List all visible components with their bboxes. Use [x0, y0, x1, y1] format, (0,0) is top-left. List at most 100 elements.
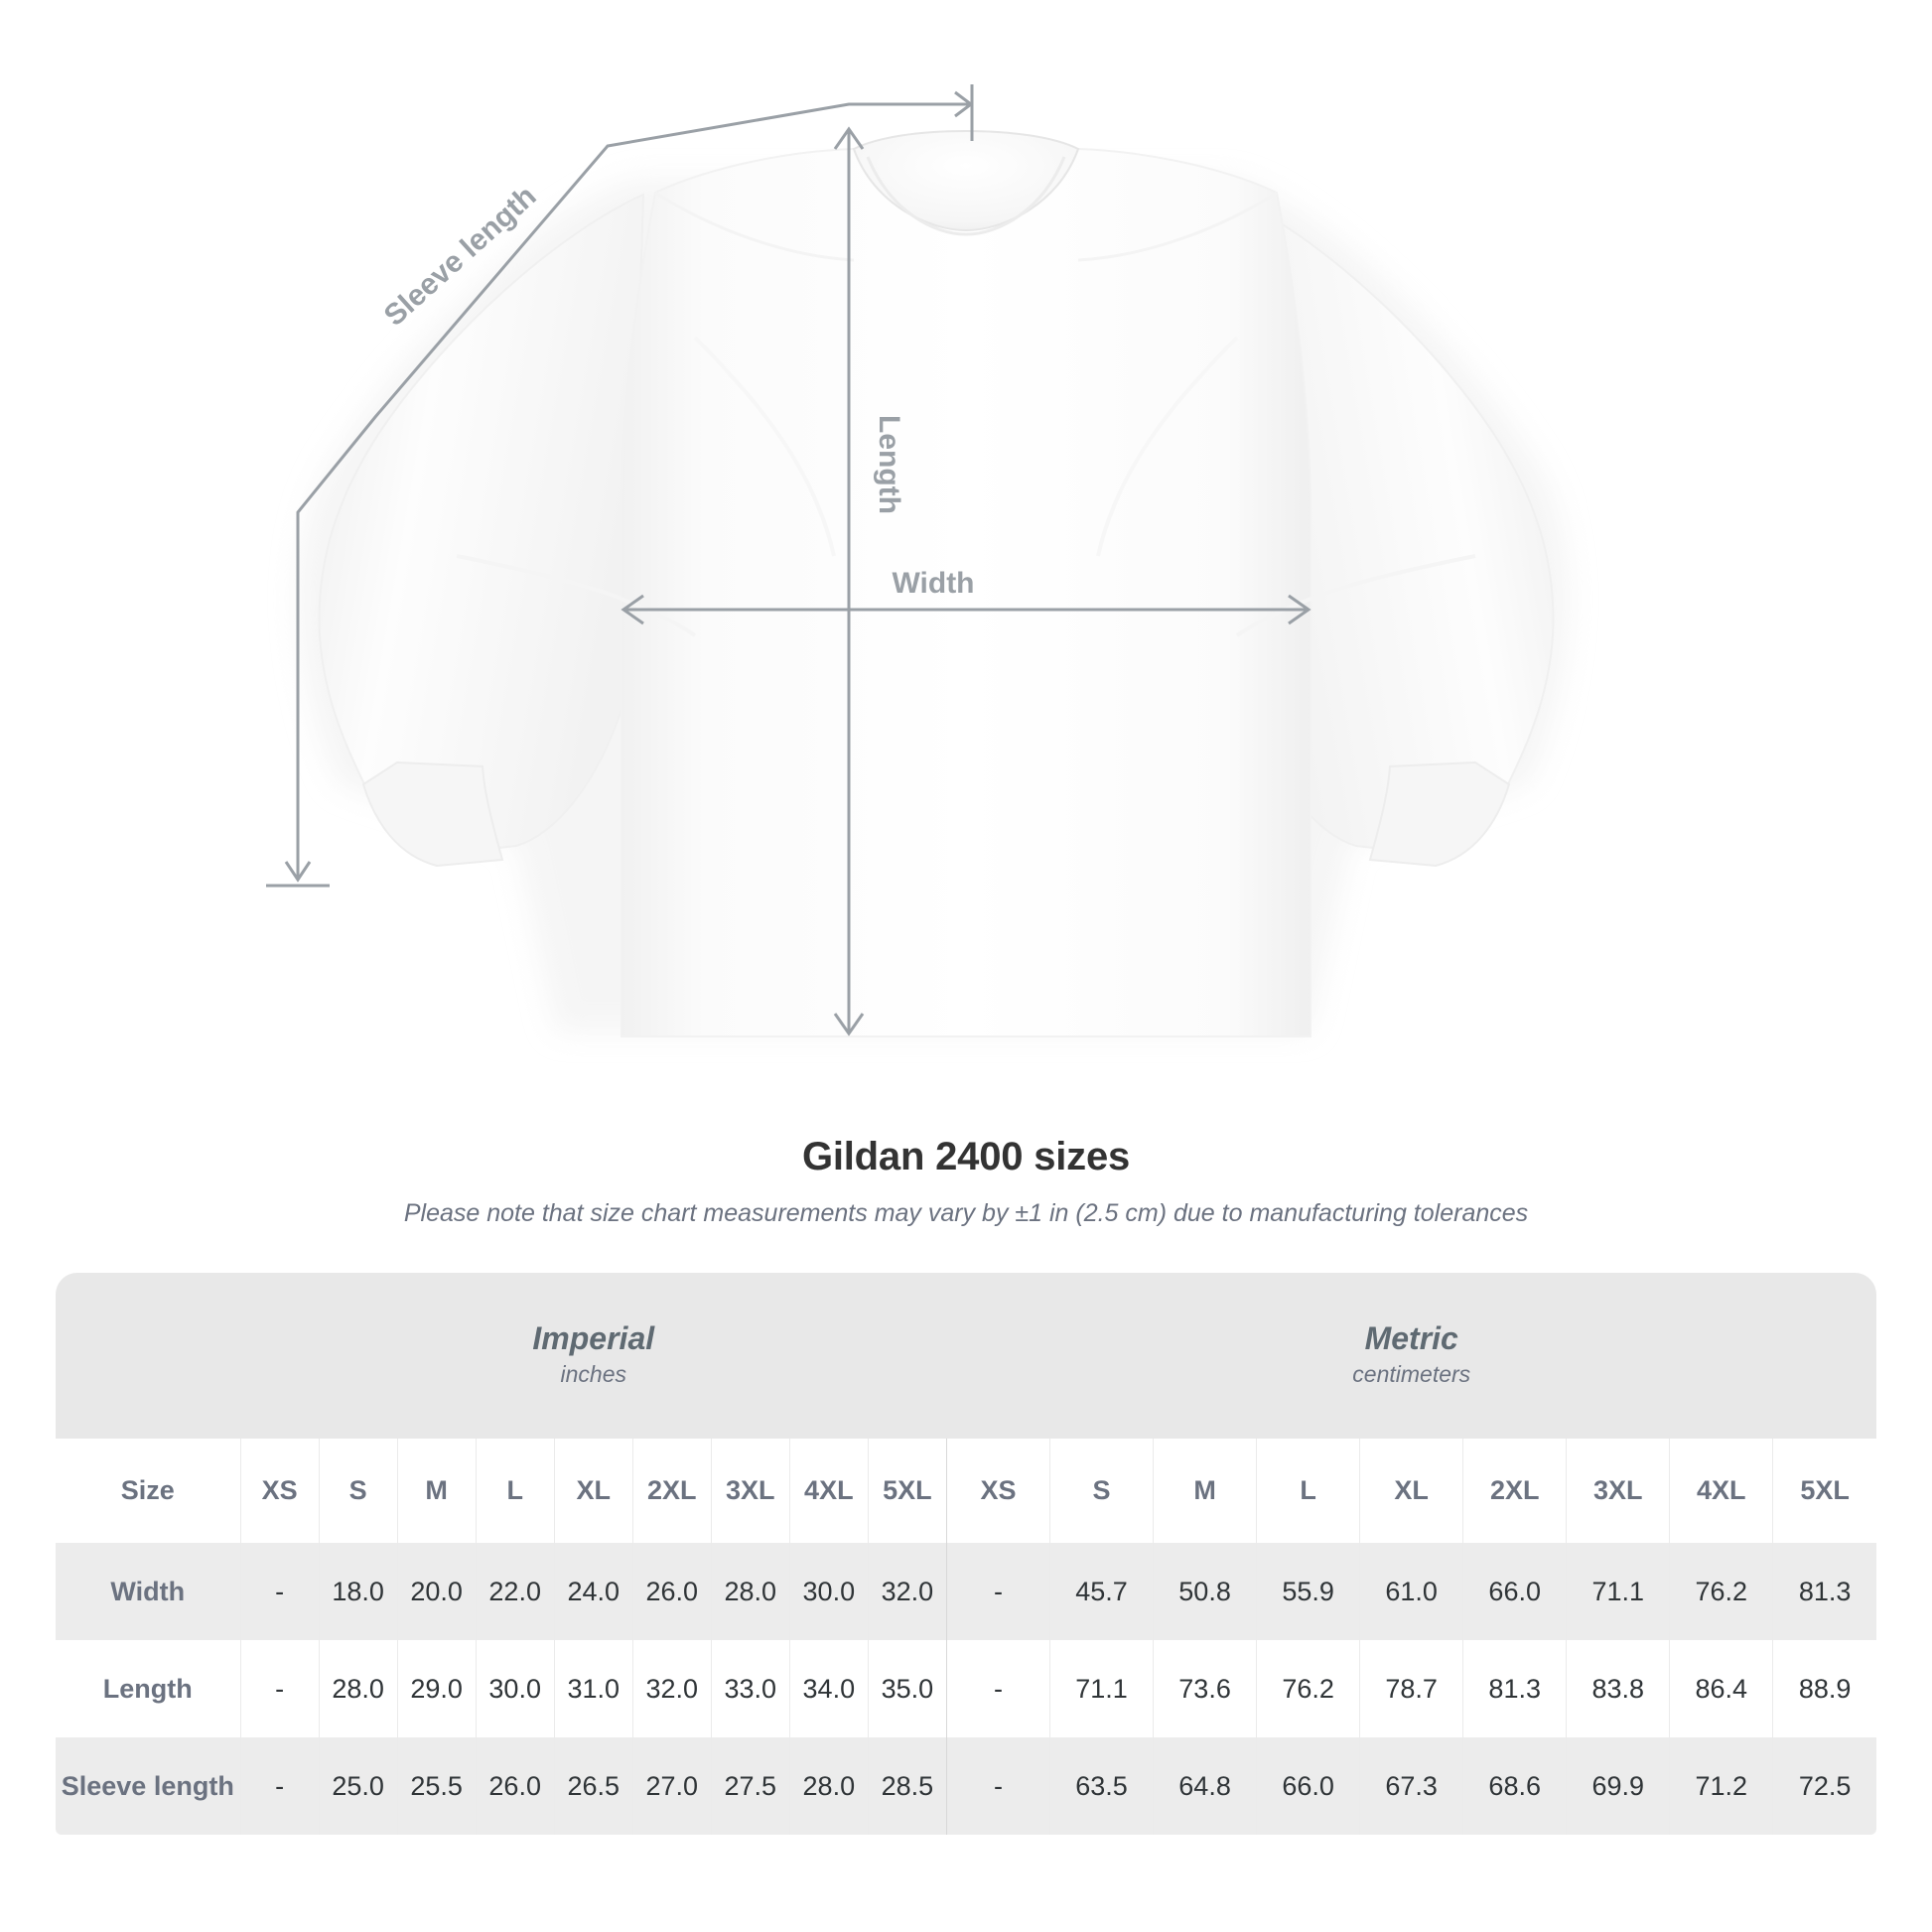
cell-length-metric-5xl: 88.9	[1772, 1640, 1876, 1737]
unit-header-imperial: Imperial inches	[240, 1273, 947, 1439]
cell-sleeve-imperial-s: 25.0	[318, 1737, 398, 1835]
cell-sleeve-metric-m: 64.8	[1153, 1737, 1257, 1835]
cell-length-metric-xs: -	[945, 1640, 1050, 1737]
size-col-imperial-s: S	[318, 1439, 398, 1543]
collar-inner-line	[866, 156, 1066, 236]
width-arrow-head-right	[1288, 594, 1311, 625]
unit-header-metric: Metric centimeters	[946, 1273, 1876, 1439]
cell-length-metric-2xl: 81.3	[1462, 1640, 1567, 1737]
left-cuff	[361, 760, 504, 868]
cell-length-imperial-4xl: 34.0	[788, 1640, 869, 1737]
cell-width-imperial-s: 18.0	[318, 1543, 398, 1640]
chart-title: Gildan 2400 sizes	[801, 1135, 1131, 1178]
size-col-imperial-3xl: 3XL	[710, 1439, 790, 1543]
size-col-metric-5xl: 5XL	[1772, 1439, 1876, 1543]
size-col-metric-xl: XL	[1359, 1439, 1463, 1543]
cell-sleeve-imperial-2xl: 27.0	[631, 1737, 712, 1835]
fold-1	[693, 336, 836, 557]
cell-width-imperial-xl: 24.0	[553, 1543, 633, 1640]
cell-width-metric-5xl: 81.3	[1772, 1543, 1876, 1640]
size-col-metric-l: L	[1256, 1439, 1360, 1543]
size-col-metric-4xl: 4XL	[1669, 1439, 1773, 1543]
cell-sleeve-imperial-m: 25.5	[396, 1737, 477, 1835]
cell-sleeve-metric-3xl: 69.9	[1566, 1737, 1670, 1835]
cell-length-imperial-l: 30.0	[475, 1640, 555, 1737]
garment-svg: Sleeve length Length Width	[266, 84, 1569, 1037]
unit-header-spacer	[56, 1273, 241, 1439]
cell-length-metric-l: 76.2	[1256, 1640, 1360, 1737]
cell-length-imperial-s: 28.0	[318, 1640, 398, 1737]
cell-sleeve-imperial-5xl: 28.5	[867, 1737, 947, 1835]
cell-length-imperial-5xl: 35.0	[867, 1640, 947, 1737]
unit-name-imperial: Imperial	[532, 1319, 655, 1356]
left-shoulder-seam	[654, 191, 855, 262]
cell-length-imperial-2xl: 32.0	[631, 1640, 712, 1737]
cell-length-metric-s: 71.1	[1048, 1640, 1154, 1737]
size-col-imperial-4xl: 4XL	[788, 1439, 869, 1543]
cell-width-metric-xs: -	[945, 1543, 1050, 1640]
table-row-width: Width - 18.0 20.0 22.0 24.0 26.0 28.0 30…	[56, 1543, 1876, 1640]
cell-sleeve-metric-2xl: 68.6	[1462, 1737, 1567, 1835]
cell-sleeve-metric-xs: -	[945, 1737, 1050, 1835]
cell-sleeve-metric-4xl: 71.2	[1669, 1737, 1773, 1835]
width-arrow-head-left	[621, 594, 644, 625]
unit-sub-imperial: inches	[560, 1360, 626, 1387]
chart-subtitle: Please note that size chart measurements…	[403, 1199, 1529, 1227]
size-col-metric-3xl: 3XL	[1566, 1439, 1670, 1543]
unit-name-metric: Metric	[1364, 1319, 1458, 1356]
cell-sleeve-metric-5xl: 72.5	[1772, 1737, 1876, 1835]
cell-length-metric-4xl: 86.4	[1669, 1640, 1773, 1737]
size-col-imperial-xl: XL	[553, 1439, 633, 1543]
sleeve-length-line	[296, 102, 969, 879]
length-arrow-head-up	[833, 126, 865, 150]
cell-width-metric-2xl: 66.0	[1462, 1543, 1567, 1640]
cell-length-metric-3xl: 83.8	[1566, 1640, 1670, 1737]
cell-sleeve-metric-l: 66.0	[1256, 1737, 1360, 1835]
length-label: Length	[873, 415, 905, 514]
cell-length-metric-xl: 78.7	[1359, 1640, 1463, 1737]
cell-length-metric-m: 73.6	[1153, 1640, 1257, 1737]
length-arrow-head-down	[833, 1013, 865, 1036]
cell-length-imperial-3xl: 33.0	[710, 1640, 790, 1737]
table-row-length: Length - 28.0 29.0 30.0 31.0 32.0 33.0 3…	[56, 1640, 1876, 1737]
cell-width-metric-3xl: 71.1	[1566, 1543, 1670, 1640]
cell-width-imperial-3xl: 28.0	[710, 1543, 790, 1640]
row-label-length: Length	[56, 1640, 241, 1737]
unit-header-row: Imperial inches Metric centimeters	[56, 1273, 1876, 1439]
cell-length-imperial-m: 29.0	[396, 1640, 477, 1737]
size-col-imperial-l: L	[475, 1439, 555, 1543]
cell-sleeve-imperial-4xl: 28.0	[788, 1737, 869, 1835]
row-label-width: Width	[56, 1543, 241, 1640]
size-header-row: Size XS S M L XL 2XL 3XL 4XL 5XL XS S M …	[56, 1439, 1876, 1543]
size-col-imperial-2xl: 2XL	[631, 1439, 712, 1543]
cell-sleeve-imperial-xs: -	[239, 1737, 320, 1835]
right-cuff	[1368, 760, 1511, 868]
fold-4	[1235, 554, 1476, 637]
cell-sleeve-imperial-xl: 26.5	[553, 1737, 633, 1835]
cell-width-imperial-m: 20.0	[396, 1543, 477, 1640]
size-col-imperial-xs: XS	[239, 1439, 320, 1543]
size-col-imperial-5xl: 5XL	[867, 1439, 947, 1543]
cell-width-imperial-5xl: 32.0	[867, 1543, 947, 1640]
cell-width-imperial-xs: -	[239, 1543, 320, 1640]
cell-sleeve-metric-s: 63.5	[1048, 1737, 1154, 1835]
fold-3	[456, 554, 697, 637]
dimension-lines	[266, 84, 1311, 1036]
size-col-metric-xs: XS	[945, 1439, 1050, 1543]
garment-illustration: Sleeve length Length Width	[266, 84, 1569, 1037]
cell-width-imperial-4xl: 30.0	[788, 1543, 869, 1640]
cell-width-metric-l: 55.9	[1256, 1543, 1360, 1640]
cell-width-imperial-2xl: 26.0	[631, 1543, 712, 1640]
row-label-sleeve-length: Sleeve length	[56, 1737, 241, 1835]
cell-sleeve-imperial-3xl: 27.5	[710, 1737, 790, 1835]
size-col-metric-m: M	[1153, 1439, 1257, 1543]
size-table: Imperial inches Metric centimeters Size …	[56, 1273, 1876, 1835]
cell-width-metric-m: 50.8	[1153, 1543, 1257, 1640]
size-col-imperial-m: M	[396, 1439, 477, 1543]
size-col-metric-2xl: 2XL	[1462, 1439, 1567, 1543]
cell-sleeve-imperial-l: 26.0	[475, 1737, 555, 1835]
sleeve-arrow-head-down	[284, 861, 312, 883]
size-table-container: Imperial inches Metric centimeters Size …	[56, 1273, 1876, 1835]
size-header-label: Size	[56, 1439, 241, 1543]
